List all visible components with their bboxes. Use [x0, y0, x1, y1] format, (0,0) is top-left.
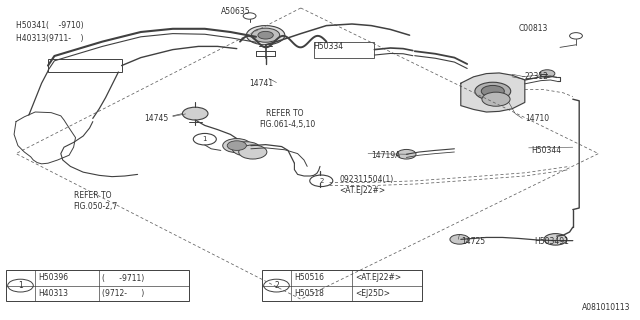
Bar — [6, 270, 189, 301]
Text: H50341(    -9710): H50341( -9710) — [16, 21, 84, 30]
Text: C00813: C00813 — [518, 24, 548, 33]
Text: 14719A: 14719A — [371, 151, 401, 160]
Text: <AT.EJ22#>: <AT.EJ22#> — [339, 186, 385, 195]
Text: H50396: H50396 — [38, 274, 68, 283]
Circle shape — [239, 145, 267, 159]
Circle shape — [193, 133, 216, 145]
Text: (      -9711): ( -9711) — [102, 274, 145, 283]
Circle shape — [475, 82, 511, 100]
Text: 14745: 14745 — [144, 114, 168, 123]
Text: <AT.EJ22#>: <AT.EJ22#> — [355, 274, 401, 283]
Bar — [314, 42, 374, 58]
Text: 22312: 22312 — [525, 72, 548, 81]
Circle shape — [246, 26, 285, 45]
Text: 2: 2 — [319, 178, 323, 184]
Text: H40313: H40313 — [38, 289, 68, 298]
Circle shape — [312, 175, 328, 183]
Bar — [262, 270, 422, 301]
Text: 1: 1 — [18, 281, 23, 290]
Text: H50344: H50344 — [531, 146, 561, 155]
Circle shape — [8, 279, 33, 292]
Bar — [48, 59, 122, 72]
Text: 2: 2 — [274, 281, 279, 290]
Text: H50334: H50334 — [314, 42, 344, 51]
Circle shape — [540, 70, 555, 77]
Circle shape — [481, 85, 504, 97]
Circle shape — [450, 235, 469, 244]
Text: H503491: H503491 — [534, 237, 569, 246]
Text: H40313(9711-    ): H40313(9711- ) — [16, 34, 83, 43]
Circle shape — [223, 139, 251, 153]
Circle shape — [252, 28, 280, 42]
Polygon shape — [461, 73, 525, 112]
Text: 092311504(1): 092311504(1) — [339, 175, 394, 184]
Text: 14741: 14741 — [250, 79, 274, 88]
Circle shape — [227, 141, 246, 150]
Text: 14725: 14725 — [461, 237, 485, 246]
Text: FIG.061-4,5,10: FIG.061-4,5,10 — [259, 120, 316, 129]
Circle shape — [182, 107, 208, 120]
Circle shape — [310, 175, 333, 187]
Text: 14710: 14710 — [525, 114, 549, 123]
Circle shape — [232, 142, 260, 156]
Text: A50635: A50635 — [221, 7, 250, 16]
Text: REFER TO: REFER TO — [74, 191, 111, 200]
Text: H50516: H50516 — [294, 274, 324, 283]
Text: A081010113: A081010113 — [582, 303, 630, 312]
Text: REFER TO: REFER TO — [266, 109, 303, 118]
Text: 1: 1 — [202, 136, 207, 142]
Text: FIG.050-2,7: FIG.050-2,7 — [74, 202, 118, 211]
Circle shape — [258, 31, 273, 39]
Text: H50518: H50518 — [294, 289, 324, 298]
Circle shape — [264, 279, 289, 292]
Circle shape — [397, 149, 416, 159]
Circle shape — [544, 234, 567, 245]
Text: <EJ25D>: <EJ25D> — [355, 289, 390, 298]
Circle shape — [482, 92, 510, 106]
Text: (9712-      ): (9712- ) — [102, 289, 145, 298]
